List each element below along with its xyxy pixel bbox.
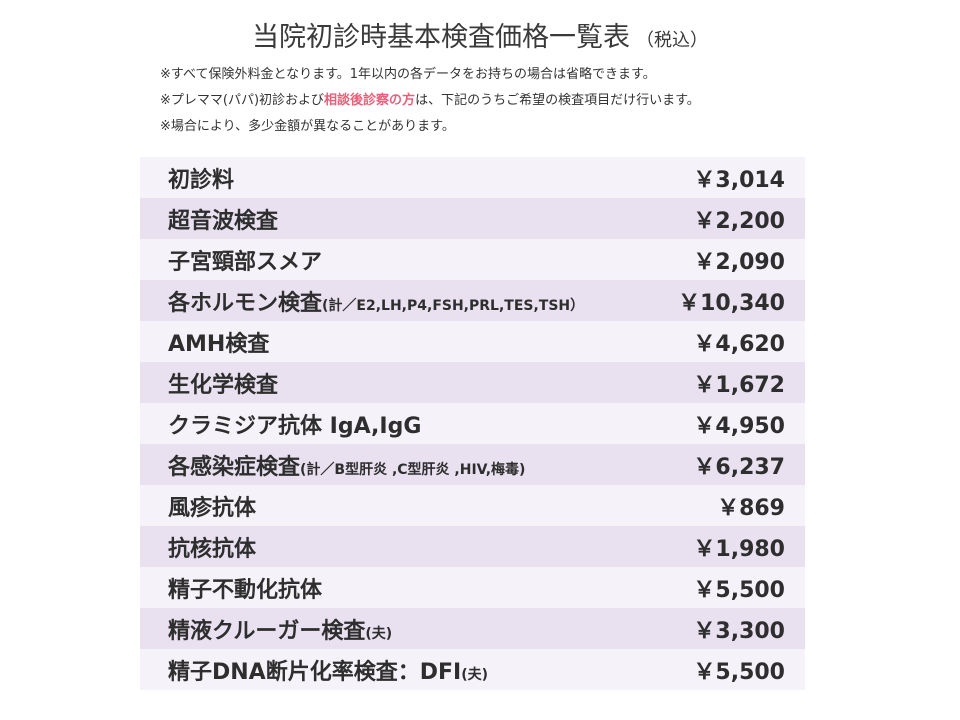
item-detail: (計／B型肝炎 ,C型肝炎 ,HIV,梅毒) — [300, 461, 526, 478]
item-detail: (夫) — [365, 625, 393, 642]
note-text: ※場合により、多少金額が異なることがあります。 — [160, 119, 455, 134]
price-row: 子宮頸部スメア ￥2,090 — [140, 239, 805, 280]
item-label: 抗核抗体 — [168, 531, 256, 563]
item-label: クラミジア抗体 IgA,IgG — [168, 408, 421, 440]
page-title-text: 当院初診時基本検査価格一覧表 — [252, 22, 630, 53]
item-label: 精液クルーガー検査(夫) — [168, 613, 392, 645]
item-label: 風疹抗体 — [168, 490, 256, 522]
note-line: ※すべて保険外料金となります。1年以内の各データをお持ちの場合は省略できます。 — [160, 62, 920, 88]
tax-included-label: （税込） — [636, 30, 708, 51]
item-name: 各ホルモン検査 — [168, 290, 323, 316]
price-row: AMH検査 ￥4,620 — [140, 321, 805, 362]
note-text-after: は、下記のうちご希望の検査項目だけ行います。 — [415, 93, 700, 108]
price-row: 精子不動化抗体 ￥5,500 — [140, 567, 805, 608]
item-name: 風疹抗体 — [168, 495, 257, 521]
item-name: 精子不動化抗体 — [168, 577, 323, 603]
price-row: 生化学検査 ￥1,672 — [140, 362, 805, 403]
item-name: 各感染症検査 — [168, 454, 301, 480]
item-price: ￥1,980 — [693, 536, 785, 562]
item-label: 各感染症検査(計／B型肝炎 ,C型肝炎 ,HIV,梅毒) — [168, 449, 525, 481]
item-label: 精子DNA断片化率検査：DFI(夫) — [168, 654, 488, 686]
item-price: ￥869 — [717, 495, 785, 521]
item-name: 初診料 — [168, 167, 235, 193]
price-row: 風疹抗体 ￥869 — [140, 485, 805, 526]
item-name: 超音波検査 — [168, 208, 279, 234]
item-price: ￥3,014 — [693, 167, 785, 193]
item-label: AMH検査 — [168, 326, 269, 358]
price-row: 精液クルーガー検査(夫) ￥3,300 — [140, 608, 805, 649]
price-row: クラミジア抗体 IgA,IgG ￥4,950 — [140, 403, 805, 444]
item-price: ￥5,500 — [693, 659, 785, 685]
item-name: 精子DNA断片化率検査：DFI — [168, 659, 462, 685]
item-price: ￥3,300 — [693, 618, 785, 644]
note-highlight: 相談後診察の方 — [324, 93, 416, 108]
item-name: AMH検査 — [168, 331, 270, 357]
page-title: 当院初診時基本検査価格一覧表 （税込） — [0, 18, 960, 61]
price-row: 初診料 ￥3,014 — [140, 157, 805, 198]
item-detail: (計／E2,LH,P4,FSH,PRL,TES,TSH） — [322, 297, 585, 314]
price-row: 各感染症検査(計／B型肝炎 ,C型肝炎 ,HIV,梅毒) ￥6,237 — [140, 444, 805, 485]
item-label: 超音波検査 — [168, 203, 278, 235]
price-row: 抗核抗体 ￥1,980 — [140, 526, 805, 567]
note-line: ※プレママ(パパ)初診および相談後診察の方は、下記のうちご希望の検査項目だけ行い… — [160, 88, 920, 114]
item-price: ￥10,340 — [678, 290, 785, 316]
item-label: 生化学検査 — [168, 367, 278, 399]
item-price: ￥4,620 — [693, 331, 785, 357]
price-row: 超音波検査 ￥2,200 — [140, 198, 805, 239]
item-name: 子宮頸部スメア — [168, 249, 323, 275]
item-label: 初診料 — [168, 162, 234, 194]
item-label: 各ホルモン検査(計／E2,LH,P4,FSH,PRL,TES,TSH） — [168, 285, 584, 317]
item-price: ￥6,237 — [693, 454, 785, 480]
item-label: 子宮頸部スメア — [168, 244, 322, 276]
item-name: クラミジア抗体 IgA,IgG — [168, 413, 422, 439]
price-row: 精子DNA断片化率検査：DFI(夫) ￥5,500 — [140, 649, 805, 690]
notes-list: ※すべて保険外料金となります。1年以内の各データをお持ちの場合は省略できます。 … — [160, 62, 920, 140]
item-name: 精液クルーガー検査 — [168, 618, 366, 644]
note-line: ※場合により、多少金額が異なることがあります。 — [160, 114, 920, 140]
item-detail: (夫) — [461, 666, 488, 683]
item-price: ￥2,090 — [693, 249, 785, 275]
note-text: ※プレママ(パパ)初診および — [160, 93, 325, 108]
item-label: 精子不動化抗体 — [168, 572, 322, 604]
price-row: 各ホルモン検査(計／E2,LH,P4,FSH,PRL,TES,TSH） ￥10,… — [140, 280, 805, 321]
item-price: ￥2,200 — [693, 208, 785, 234]
price-table: 初診料 ￥3,014 超音波検査 ￥2,200 子宮頸部スメア ￥2,090 各… — [140, 157, 805, 690]
item-name: 生化学検査 — [168, 372, 279, 398]
item-price: ￥4,950 — [693, 413, 785, 439]
item-name: 抗核抗体 — [168, 536, 257, 562]
item-price: ￥1,672 — [693, 372, 785, 398]
item-price: ￥5,500 — [693, 577, 785, 603]
note-text: ※すべて保険外料金となります。1年以内の各データをお持ちの場合は省略できます。 — [160, 67, 656, 82]
